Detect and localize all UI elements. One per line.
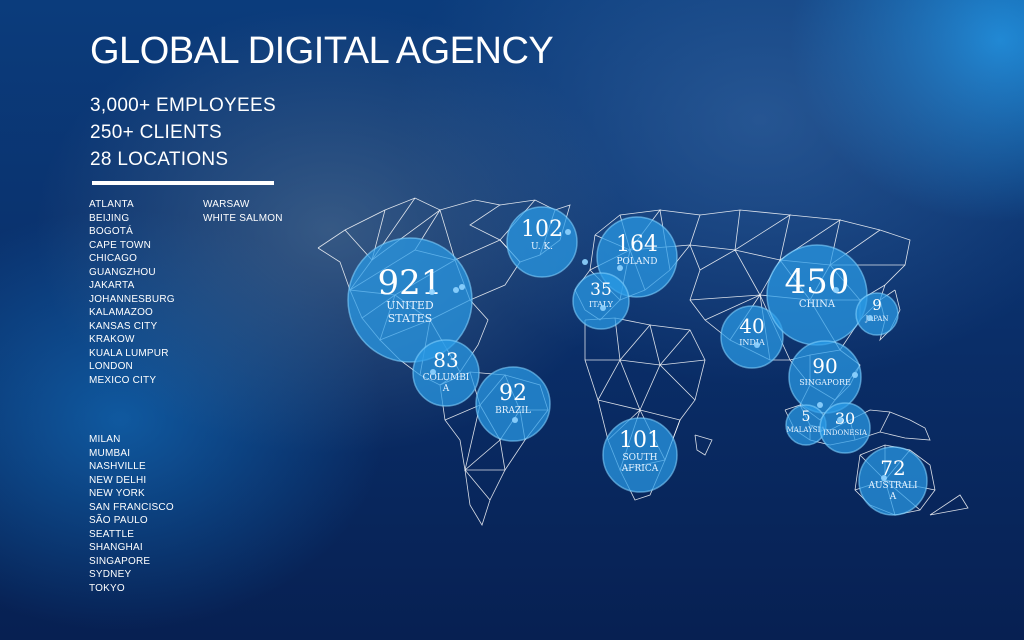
city-name: KALAMAZOO (89, 307, 154, 318)
city-name: MILAN (89, 434, 121, 445)
location-pin-icon (617, 265, 623, 271)
region-bubble (855, 292, 899, 336)
region-count: 92 (499, 381, 527, 406)
location-pin-icon (459, 284, 465, 290)
region-count: 450 (785, 262, 850, 302)
region-bubble (572, 272, 630, 330)
region-label: A (442, 384, 450, 394)
city-name: SAN FRANCISCO (89, 501, 174, 513)
region-label: MALAYSIA (787, 426, 827, 434)
stat-locations: 28 LOCATIONS (90, 149, 229, 170)
region-label: BRAZIL (495, 406, 531, 416)
city-name: CAPE TOWN (89, 239, 151, 251)
location-pin-icon (817, 402, 823, 408)
region-count: 164 (616, 232, 658, 257)
location-pin-icon (429, 289, 435, 295)
region-bubble (475, 366, 551, 442)
location-pin-icon (582, 259, 588, 265)
city-name: JAKARTA (89, 280, 135, 291)
region-label: UNITED (386, 299, 434, 312)
region-label: SINGAPORE (799, 378, 851, 387)
location-pin-icon (453, 287, 459, 293)
city-name: SEATTLE (89, 528, 135, 540)
city-list-col1: ATLANTA BEIJING BOGOTÁ CAPE TOWN CHICAGO… (89, 198, 175, 387)
city-name: WHITE SALMON (203, 212, 283, 224)
region-label: STATES (388, 312, 433, 325)
location-pin-icon (852, 372, 858, 378)
region-count: 102 (521, 217, 563, 242)
region-count: 5 (802, 409, 811, 425)
location-pin-icon (754, 342, 760, 348)
location-pin-icon (512, 417, 518, 423)
region-bubble (596, 216, 678, 298)
region-bubble (858, 446, 928, 516)
city-name: MUMBAI (89, 447, 131, 459)
city-name: SÃO PAULO (89, 515, 148, 526)
region-label: COLUMBI (423, 373, 470, 383)
region-bubble (347, 237, 473, 363)
city-name: WARSAW (203, 199, 250, 210)
city-name: KRAKOW (89, 334, 135, 345)
city-name: TOKYO (89, 582, 125, 594)
region-bubble (819, 402, 871, 454)
region-bubble (506, 206, 578, 278)
city-list-col2: MILAN MUMBAI NASHVILLE NEW DELHI NEW YOR… (89, 433, 174, 595)
region-count: 101 (619, 428, 661, 453)
location-pin-icon (565, 229, 571, 235)
stat-employees: 3,000+ EMPLOYEES (90, 95, 276, 116)
region-count: 9 (872, 296, 882, 314)
region-label: INDIA (739, 338, 765, 347)
city-name: NEW YORK (89, 488, 145, 499)
location-pin-icon (833, 287, 839, 293)
region-label: A (889, 492, 897, 502)
region-label: ITALY (589, 300, 614, 309)
region-bubble (720, 305, 784, 369)
city-name: NEW DELHI (89, 474, 147, 486)
city-name: SHANGHAI (89, 542, 143, 553)
city-name: SINGAPORE (89, 555, 151, 567)
city-name: NASHVILLE (89, 461, 146, 472)
city-name: MEXICO CITY (89, 374, 157, 386)
location-pin-icon (430, 369, 436, 375)
city-name: SYDNEY (89, 569, 132, 580)
city-list-col3: WARSAW WHITE SALMON (203, 198, 283, 225)
region-label: AFRICA (621, 464, 659, 474)
region-label: SOUTH (623, 453, 658, 463)
city-name: GUANGZHOU (89, 266, 156, 278)
city-name: KUALA LUMPUR (89, 347, 169, 359)
region-label: U. K. (531, 242, 553, 252)
location-pin-icon (881, 475, 887, 481)
city-name: KANSAS CITY (89, 320, 158, 332)
city-name: CHICAGO (89, 253, 138, 264)
region-label: AUSTRALI (867, 481, 918, 491)
city-name: JOHANNESBURG (89, 293, 175, 305)
region-count: 90 (812, 354, 837, 378)
region-label: CHINA (799, 299, 836, 310)
region-count: 921 (378, 263, 443, 303)
page-title: GLOBAL DIGITAL AGENCY (90, 30, 554, 72)
location-pin-icon (600, 305, 606, 311)
region-bubble (602, 417, 678, 493)
region-count: 30 (835, 409, 855, 428)
divider (92, 181, 274, 185)
stats-list: 3,000+ EMPLOYEES 250+ CLIENTS 28 LOCATIO… (90, 92, 276, 173)
stat-clients: 250+ CLIENTS (90, 122, 222, 143)
location-pin-icon (867, 315, 873, 321)
region-count: 35 (590, 280, 612, 300)
city-name: BOGOTÁ (89, 226, 133, 237)
region-count: 40 (739, 314, 764, 338)
city-name: BEIJING (89, 212, 130, 224)
region-bubble (412, 339, 480, 407)
region-count: 83 (433, 348, 458, 372)
region-label: INDONESIA (823, 429, 868, 437)
city-name: ATLANTA (89, 199, 134, 210)
region-label: JAPAN (864, 315, 888, 323)
city-name: LONDON (89, 361, 133, 372)
location-pin-icon (837, 417, 843, 423)
region-label: POLAND (616, 257, 657, 267)
